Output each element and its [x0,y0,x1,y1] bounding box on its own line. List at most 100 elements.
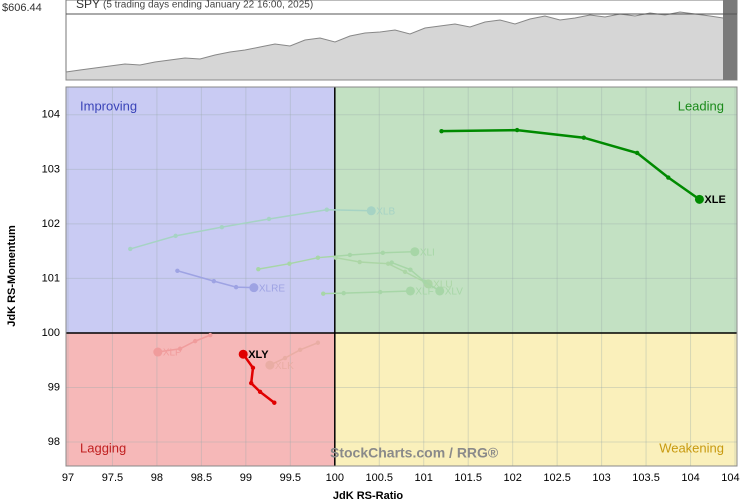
watermark: StockCharts.com / RRG® [330,445,499,461]
tail-point [321,291,326,296]
y-tick-label: 104 [42,109,60,121]
tail-point [422,279,427,284]
series-label: XLB [376,206,395,217]
tail-point [634,150,640,156]
tail-point [208,332,213,338]
quadrant-label: Leading [678,98,724,113]
head-point [249,283,259,293]
tail-point [256,266,261,272]
tail-point [211,278,217,284]
x-tick-label: 102.5 [543,472,571,484]
tail-point [282,355,288,361]
tail-point [233,284,239,290]
tail-point [257,389,263,395]
y-tick-label: 100 [42,327,60,339]
x-tick-label: 102 [503,472,521,484]
y-tick-label: 102 [42,218,60,230]
x-tick-label: 97.5 [102,472,123,484]
tail-point [380,250,386,255]
tail-point [128,246,133,252]
head-point [153,347,163,357]
x-tick-label: 103 [592,472,610,484]
tail-line [269,342,319,366]
tail-line [441,128,701,201]
x-tick-label: 101.5 [454,472,482,484]
tail-point [175,268,180,273]
series-label: XLV [445,287,463,298]
x-tick-label: 99.5 [280,472,301,484]
x-tick-label: 104 [681,472,699,484]
tail-point [250,365,256,371]
tail-point [266,216,272,222]
tail-point [514,127,520,133]
tail-point [177,346,183,351]
tail-line [323,290,411,295]
y-tick-label: 98 [48,436,60,448]
head-point [238,349,248,359]
series-label: XLP [163,348,182,359]
series-label: XLF [415,287,433,298]
tail-point [173,233,178,239]
plot-frame [65,86,738,467]
tail-line [177,270,254,289]
x-tick-label: 100 [326,472,344,484]
tail-point [297,347,303,353]
tail-point [324,207,329,212]
y-axis-title: JdK RS-Momentum [6,225,18,327]
series-label: XLE [704,194,725,206]
x-axis-title: JdK RS-Ratio [333,490,404,500]
x-tick-label: 99 [240,472,252,484]
x-tick-label: 101 [415,472,433,484]
spy-last-price: $606.44 [2,2,42,14]
tail-point [272,400,277,405]
x-tick-label: 104.5 [721,472,740,484]
tail-point [389,260,394,265]
y-tick-label: 101 [42,272,60,284]
quadrant [66,87,335,333]
tail-point [357,259,362,265]
tail-point [581,135,587,140]
spy-symbol: SPY [76,0,100,11]
head-point [265,360,275,370]
series-label: XLRE [259,283,285,294]
series-label: XLI [420,247,435,258]
y-tick-label: 99 [48,381,60,393]
tail-point [385,261,391,266]
head-point [366,206,376,216]
tail-point [219,224,225,230]
series-label: XLU [433,280,452,291]
x-tick-label: 98 [151,472,163,484]
series-label: XLK [275,361,294,372]
tail-point [249,380,254,386]
x-tick-label: 103.5 [632,472,660,484]
quadrant [334,332,737,466]
tail-point [439,128,444,134]
spy-caption: (5 trading days ending January 22 16:00,… [103,0,313,11]
rrg-plot: 97 97.5 98 98.5 99 99.5 100 100.5 101 101.5 102 102… [42,86,740,484]
head-point [694,194,704,204]
tail-line [130,208,372,250]
head-point [435,286,445,296]
tail-line [391,261,441,292]
head-point [405,286,415,296]
tail-point [402,269,408,275]
tail-point [347,252,353,258]
tail-point [192,338,198,344]
tail-point [315,340,321,345]
y-tick-label: 103 [42,163,60,175]
tail-point [315,255,321,260]
tail-point [408,267,413,272]
tail-line [258,250,415,270]
quadrant-label: Weakening [659,440,724,455]
spy-price-area [65,11,738,81]
tail-point [287,261,292,266]
quadrant-label: Improving [80,98,137,113]
x-tick-label: 100.5 [366,472,394,484]
x-tick-label: 98.5 [191,472,212,484]
x-tick-label: 97 [62,472,74,484]
tail-point [341,290,346,296]
spy-period-highlight [723,0,737,80]
tail-line [157,334,211,353]
tail-point [666,175,671,180]
